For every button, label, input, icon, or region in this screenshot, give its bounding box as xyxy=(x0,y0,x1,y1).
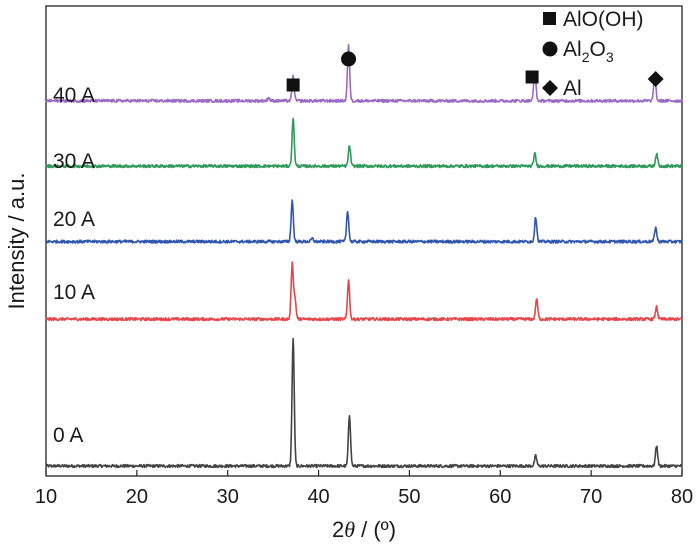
legend-label-al2o3: Al2O3 xyxy=(563,38,614,65)
series-line xyxy=(45,199,683,244)
y-axis-label: Intensity / a.u. xyxy=(4,173,29,310)
series-line xyxy=(45,117,683,169)
series-label: 10 A xyxy=(53,281,95,304)
legend-circle-marker xyxy=(542,41,558,57)
series-line xyxy=(45,261,683,322)
peak-marker-square xyxy=(525,70,539,84)
legend-al2o3-sub2: 3 xyxy=(606,49,614,65)
x-tick-label: 10 xyxy=(35,486,57,508)
peak-markers xyxy=(286,51,664,92)
legend-al2o3-mid: O xyxy=(589,38,605,61)
x-tick-label: 50 xyxy=(398,486,420,508)
series-label: 0 A xyxy=(53,424,83,447)
x-tick-label: 40 xyxy=(307,486,329,508)
peak-marker-circle xyxy=(341,51,357,67)
series-group: 0 A 10 A 20 A 30 A 40 A xyxy=(45,44,683,469)
x-tick-label: 60 xyxy=(489,486,511,508)
series-label: 20 A xyxy=(53,208,95,231)
legend-diamond-marker xyxy=(542,80,558,96)
legend-al2o3-sub1: 2 xyxy=(582,49,590,65)
series-label: 40 A xyxy=(53,84,95,107)
x-axis-label-symbol: θ xyxy=(344,517,355,542)
peak-marker-diamond xyxy=(647,71,664,87)
series-line xyxy=(45,44,683,104)
x-axis-label-prefix: 2 xyxy=(332,517,344,542)
x-ticks: 10 20 30 40 50 60 70 80 xyxy=(35,470,693,508)
peak-marker-square xyxy=(286,78,300,92)
series-label: 30 A xyxy=(53,150,95,173)
series-line xyxy=(45,337,683,469)
x-tick-label: 20 xyxy=(126,486,148,508)
x-tick-label: 30 xyxy=(217,486,239,508)
x-axis-label-suffix: / (º) xyxy=(355,517,396,542)
x-axis-label: 2θ / (º) xyxy=(332,517,396,542)
legend-label-al: Al xyxy=(563,77,582,100)
legend-square-marker xyxy=(543,12,556,25)
x-tick-label: 70 xyxy=(580,486,602,508)
legend-al2o3-main: Al xyxy=(563,38,582,61)
legend: AlO(OH) Al2O3 Al xyxy=(542,8,644,100)
legend-label-alooh: AlO(OH) xyxy=(563,8,644,31)
x-tick-label: 80 xyxy=(671,486,693,508)
